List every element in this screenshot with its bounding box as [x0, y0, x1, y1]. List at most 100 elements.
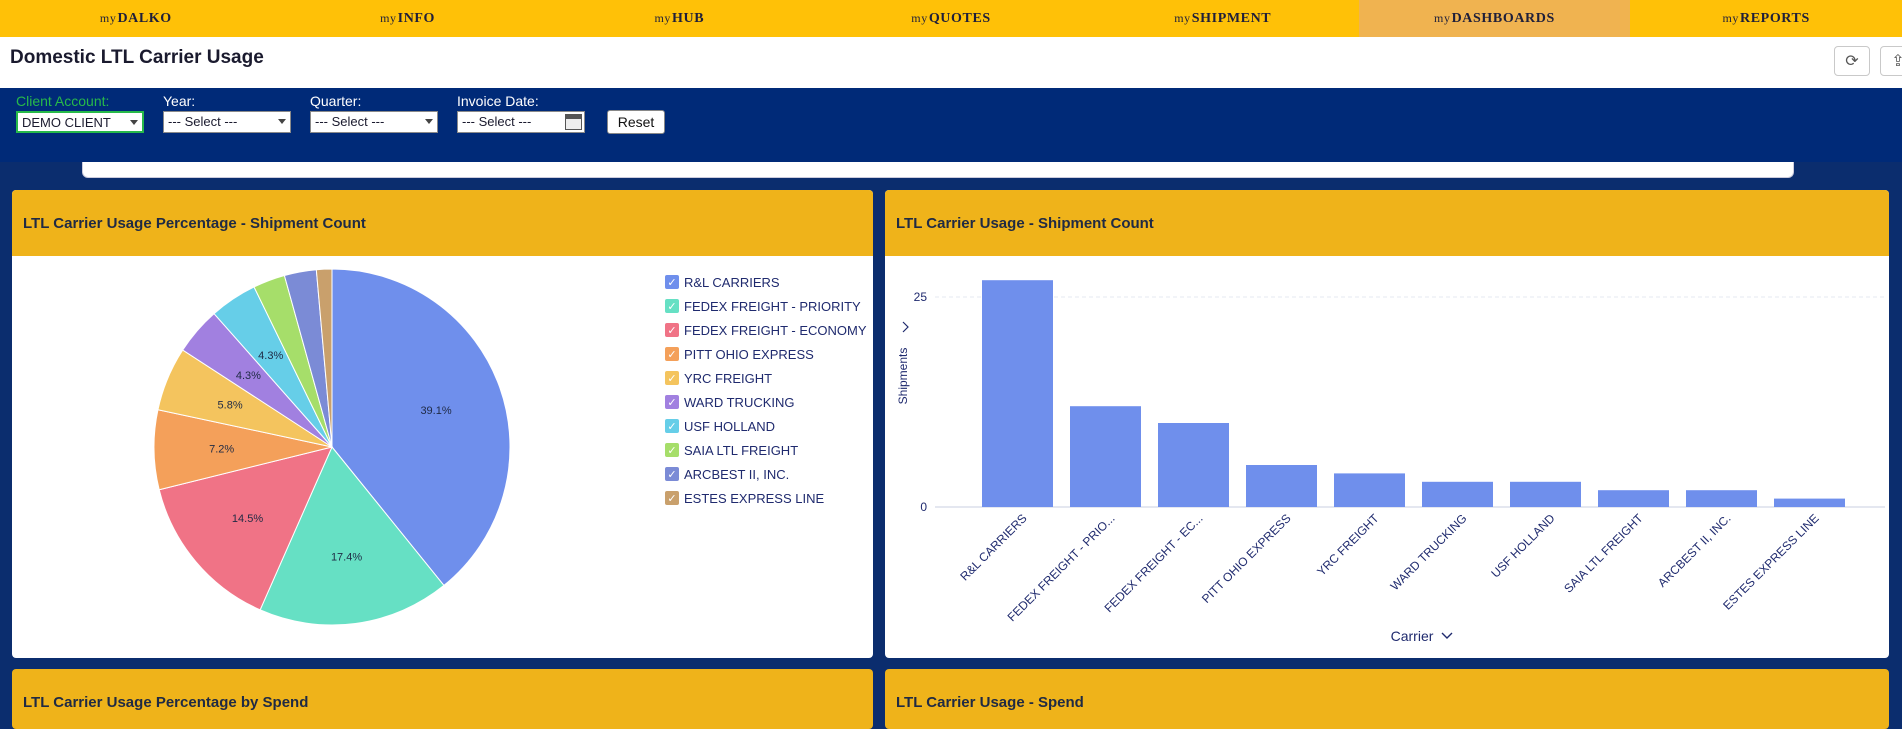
nav-item-dashboards[interactable]: my DASHBOARDS: [1358, 0, 1631, 37]
legend-item[interactable]: ✓ ESTES EXPRESS LINE: [665, 486, 867, 510]
legend-item[interactable]: ✓ R&L CARRIERS: [665, 270, 867, 294]
title-bar: Domestic LTL Carrier Usage ⟳ ⇪: [0, 37, 1902, 88]
bar[interactable]: [1510, 481, 1581, 507]
y-axis-chevron-icon[interactable]: [902, 321, 909, 333]
nav-label: INFO: [397, 10, 436, 26]
quarter-filter: Quarter: --- Select ---: [310, 93, 438, 133]
bar[interactable]: [1334, 473, 1405, 507]
nav-item-quotes[interactable]: my QUOTES: [815, 0, 1087, 37]
filter-bar: Client Account: DEMO CLIENT Year: --- Se…: [0, 88, 1902, 162]
checkbox-icon[interactable]: ✓: [665, 299, 679, 313]
nav-label: DASHBOARDS: [1451, 10, 1555, 26]
pie-slice[interactable]: [259, 446, 445, 626]
pie-slice[interactable]: [315, 268, 333, 448]
nav-my-prefix: my: [911, 11, 928, 25]
client-account-select[interactable]: DEMO CLIENT: [16, 111, 144, 133]
pie-slice-label: 4.3%: [258, 350, 283, 362]
refresh-icon: ⟳: [1845, 53, 1859, 70]
x-tick-label: YRC FREIGHT: [1314, 511, 1382, 579]
checkbox-icon[interactable]: ✓: [665, 443, 679, 457]
legend-item[interactable]: ✓ USF HOLLAND: [665, 414, 867, 438]
reset-button[interactable]: Reset: [607, 110, 665, 134]
spend-pie-panel: LTL Carrier Usage Percentage by Spend: [12, 669, 873, 729]
pie-panel-title: LTL Carrier Usage Percentage - Shipment …: [12, 190, 873, 256]
calendar-icon[interactable]: [565, 114, 582, 130]
bar[interactable]: [1422, 481, 1493, 507]
legend-item[interactable]: ✓ PITT OHIO EXPRESS: [665, 342, 867, 366]
spend-bar-panel-title: LTL Carrier Usage - Spend: [885, 669, 1889, 729]
nav-my-prefix: my: [380, 11, 397, 25]
bar[interactable]: [1686, 490, 1757, 507]
nav-item-hub[interactable]: my HUB: [543, 0, 815, 37]
legend-label: FEDEX FREIGHT - PRIORITY: [684, 298, 861, 314]
pie-panel: LTL Carrier Usage Percentage - Shipment …: [12, 190, 873, 658]
checkbox-icon[interactable]: ✓: [665, 275, 679, 289]
nav-item-dalko[interactable]: my DALKO: [0, 0, 272, 37]
bar[interactable]: [1598, 490, 1669, 507]
bar[interactable]: [1246, 465, 1317, 507]
quarter-select[interactable]: --- Select ---: [310, 111, 438, 133]
year-filter: Year: --- Select ---: [163, 93, 291, 133]
nav-label: SHIPMENT: [1191, 10, 1272, 26]
legend-item[interactable]: ✓ YRC FREIGHT: [665, 366, 867, 390]
pie-slice-label: 5.8%: [218, 400, 243, 412]
pie-slice-label: 7.2%: [209, 444, 234, 456]
share-icon: ⇪: [1891, 53, 1902, 70]
checkbox-icon[interactable]: ✓: [665, 467, 679, 481]
legend-label: WARD TRUCKING: [684, 394, 795, 410]
checkbox-icon[interactable]: ✓: [665, 491, 679, 505]
chevron-down-icon: [278, 119, 286, 124]
legend-label: ESTES EXPRESS LINE: [684, 490, 825, 506]
y-axis-title[interactable]: Shipments: [896, 348, 910, 405]
chevron-down-icon: [130, 120, 138, 125]
legend-item[interactable]: ✓ WARD TRUCKING: [665, 390, 867, 414]
bar[interactable]: [1158, 423, 1229, 507]
checkbox-icon[interactable]: ✓: [665, 371, 679, 385]
bar[interactable]: [1774, 498, 1845, 507]
client-account-label: Client Account:: [16, 93, 110, 109]
refresh-button[interactable]: ⟳: [1834, 46, 1870, 76]
legend-item[interactable]: ✓ ARCBEST II, INC.: [665, 462, 867, 486]
chevron-down-icon: [425, 119, 433, 124]
x-tick-label: WARD TRUCKING: [1388, 511, 1470, 593]
checkbox-icon[interactable]: ✓: [665, 395, 679, 409]
pie-slice-label: 14.5%: [232, 513, 263, 525]
invoice-date-input[interactable]: --- Select ---: [457, 111, 585, 133]
checkbox-icon[interactable]: ✓: [665, 419, 679, 433]
pie-slice-label: 39.1%: [420, 405, 451, 417]
legend-item[interactable]: ✓ FEDEX FREIGHT - ECONOMY: [665, 318, 867, 342]
checkbox-icon[interactable]: ✓: [665, 323, 679, 337]
nav-my-prefix: my: [1722, 11, 1740, 25]
quarter-label: Quarter:: [310, 93, 362, 109]
nav-label: REPORTS: [1740, 10, 1810, 26]
nav-label: DALKO: [117, 10, 172, 26]
share-button[interactable]: ⇪: [1880, 46, 1902, 76]
pie-slice-label: 4.3%: [236, 370, 261, 382]
nav-item-reports[interactable]: my REPORTS: [1630, 0, 1902, 37]
nav-item-info[interactable]: my INFO: [272, 0, 544, 37]
legend-label: FEDEX FREIGHT - ECONOMY: [684, 322, 867, 338]
spend-bar-panel: LTL Carrier Usage - Spend: [885, 669, 1889, 729]
legend-label: SAIA LTL FREIGHT: [684, 442, 799, 458]
bar[interactable]: [982, 280, 1053, 507]
legend-item[interactable]: ✓ FEDEX FREIGHT - PRIORITY: [665, 294, 867, 318]
x-axis-chevron-icon[interactable]: [1441, 632, 1453, 639]
top-nav: my DALKO my INFO my HUB my QUOTES my SHIPMENT my DA…: [0, 0, 1902, 37]
nav-item-shipment[interactable]: my SHIPMENT: [1087, 0, 1359, 37]
x-tick-label: ESTES EXPRESS LINE: [1720, 511, 1821, 612]
legend-label: R&L CARRIERS: [684, 274, 780, 290]
pie-slice[interactable]: [158, 446, 333, 611]
bar-panel: LTL Carrier Usage - Shipment Count 0 25 R&…: [885, 190, 1889, 658]
checkbox-icon[interactable]: ✓: [665, 347, 679, 361]
year-select[interactable]: --- Select ---: [163, 111, 291, 133]
pie-slice-label: 17.4%: [331, 551, 362, 563]
nav-my-prefix: my: [654, 11, 671, 25]
bar-panel-title: LTL Carrier Usage - Shipment Count: [885, 190, 1889, 256]
x-tick-label: FEDEX FREIGHT - EC...: [1102, 511, 1206, 615]
legend-item[interactable]: ✓ SAIA LTL FREIGHT: [665, 438, 867, 462]
x-axis-title[interactable]: Carrier: [1391, 628, 1434, 644]
pie-slice[interactable]: [331, 268, 511, 587]
pie-legend: ✓ R&L CARRIERS ✓ FEDEX FREIGHT - PRIORITY ✓ F…: [665, 270, 867, 510]
bar[interactable]: [1070, 406, 1141, 507]
